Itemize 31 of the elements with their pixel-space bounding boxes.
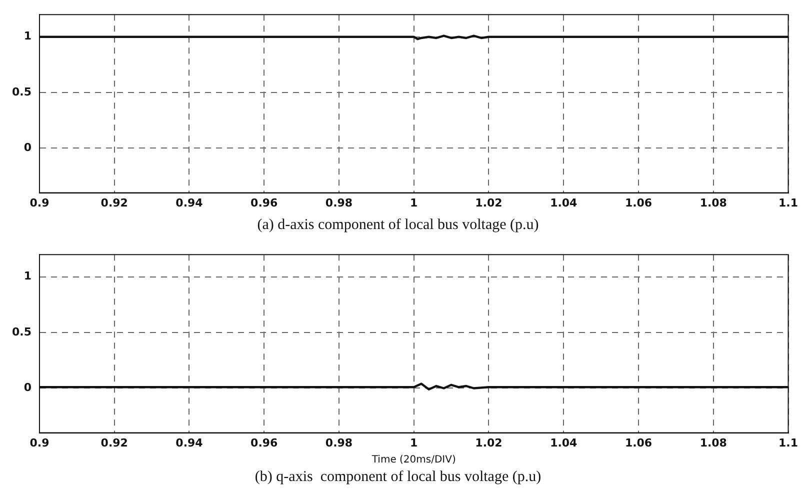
text: (a) d-axis component of local bus voltage (p.u) (257, 216, 539, 233)
x-tick-label: 1.06 (624, 196, 652, 210)
x-tick-label: 1.1 (778, 196, 798, 210)
x-tick-label: 0.98 (325, 196, 353, 210)
x-tick-label: 1.04 (550, 196, 578, 210)
x-tick-label: 1 (410, 436, 418, 450)
y-tick-label: 0 (24, 141, 32, 154)
y-tick-label: 1 (24, 270, 32, 283)
x-tick-label: 0.92 (100, 436, 128, 450)
x-tick-label: 0.92 (100, 196, 128, 210)
x-tick-label: 1.06 (624, 436, 652, 450)
x-tick-label: 0.9 (30, 196, 50, 210)
x-tick-label: 1 (410, 196, 418, 210)
y-tick-label: 0.5 (12, 85, 32, 98)
x-tick-label: 0.96 (250, 196, 278, 210)
x-tick-label: 1.02 (475, 436, 502, 450)
x-tick-label: 1.02 (475, 196, 502, 210)
x-tick-label: 0.98 (325, 436, 353, 450)
x-tick-label: 1.08 (700, 436, 727, 450)
x-tick-label: 1.04 (550, 436, 578, 450)
x-tick-label: 0.96 (250, 436, 278, 450)
y-tick-label: 0.5 (12, 325, 32, 338)
x-tick-label: 1.1 (778, 436, 798, 450)
y-tick-label: 1 (24, 30, 32, 43)
x-tick-label: 0.94 (176, 196, 204, 210)
x-tick-label: 0.9 (30, 436, 50, 450)
y-tick-label: 0 (24, 381, 32, 394)
x-tick-label: 0.94 (176, 436, 204, 450)
text: (b) q-axis component of local bus voltage (p.u) (254, 468, 542, 485)
x-tick-label: 1.08 (700, 196, 727, 210)
x-axis-title: Time (20ms/DIV) (370, 454, 456, 466)
